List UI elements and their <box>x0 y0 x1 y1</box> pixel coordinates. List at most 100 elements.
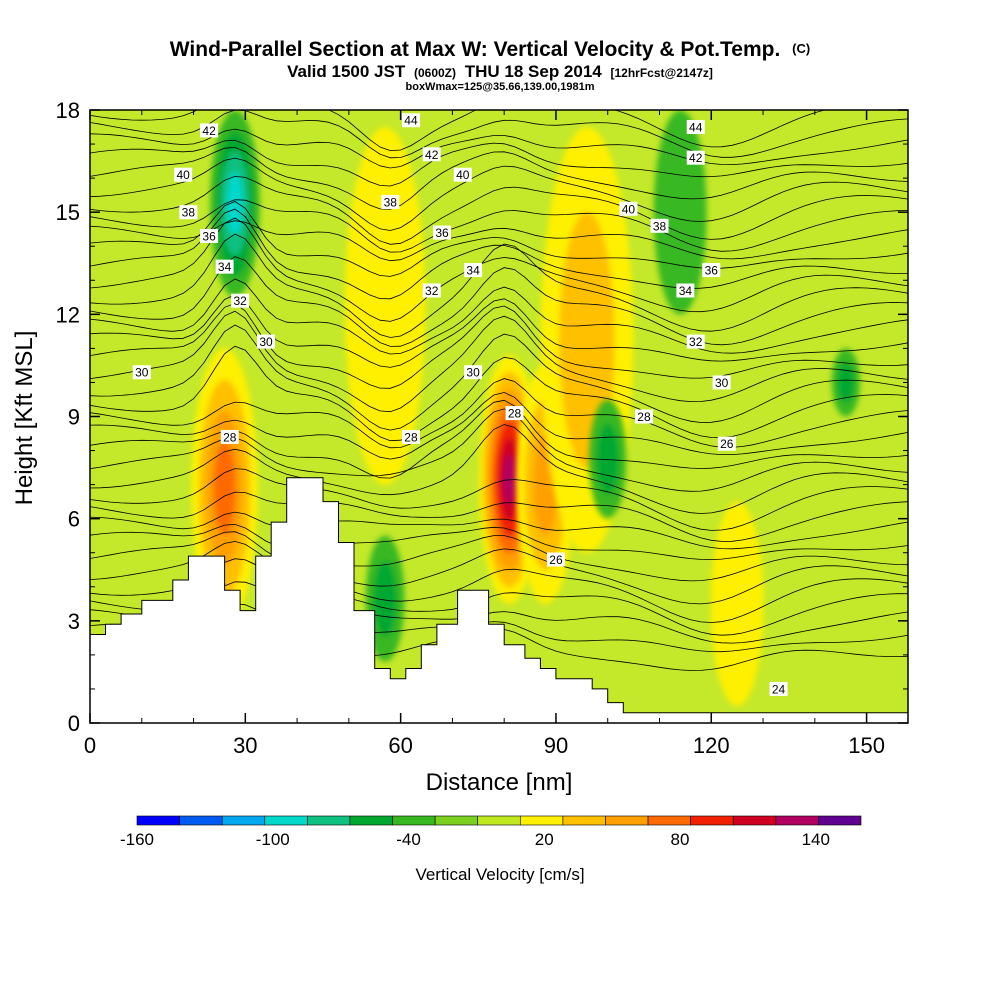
isentrope-line <box>90 424 908 514</box>
contour-label: 44 <box>401 113 420 128</box>
contour-label-box <box>712 375 731 390</box>
colorbar-tick-label: 20 <box>535 830 554 849</box>
contour-label-text: 32 <box>425 284 439 298</box>
contour-label-box <box>619 201 638 216</box>
isentrope-line <box>90 540 908 605</box>
contour-label-box <box>717 436 736 451</box>
contour-label-box <box>220 429 239 444</box>
contour-label-box <box>257 334 276 349</box>
isentrope-line <box>90 324 908 431</box>
colorbar-swatch <box>136 815 180 826</box>
isentrope-line <box>90 468 908 531</box>
isentrope-line <box>90 110 827 152</box>
isentrope-line <box>90 491 908 542</box>
contour-label-text: 30 <box>259 335 273 349</box>
contour-label: 42 <box>422 147 441 162</box>
isentrope-line <box>90 558 908 623</box>
contour-label: 40 <box>453 167 472 182</box>
isentrope-line <box>90 217 908 322</box>
contour-label: 26 <box>717 436 736 451</box>
contour-label-text: 36 <box>705 264 719 278</box>
contour-label-text: 42 <box>689 151 703 165</box>
isentrope-line <box>90 302 908 389</box>
contour-label: 34 <box>215 259 234 274</box>
contour-label-box <box>422 147 441 162</box>
contour-label-box <box>686 120 705 135</box>
colorbar-swatch <box>605 815 649 826</box>
contour-label-box <box>505 406 524 421</box>
contour-label-text: 26 <box>720 437 734 451</box>
isentrope-line <box>90 220 908 262</box>
contour-label-text: 42 <box>202 124 216 138</box>
contour-label: 30 <box>132 365 151 380</box>
contour-label-text: 38 <box>653 219 667 233</box>
contour-label: 24 <box>769 681 788 696</box>
contour-label-box <box>422 283 441 298</box>
contour-label-box <box>401 429 420 444</box>
contour-label: 38 <box>381 194 400 209</box>
potential-temperature-contours <box>90 110 908 671</box>
colorbar-label: Vertical Velocity [cm/s] <box>415 865 584 884</box>
contour-label: 42 <box>686 150 705 165</box>
terrain <box>90 477 908 723</box>
contour-label: 38 <box>179 205 198 220</box>
colorbar-swatch <box>477 815 521 826</box>
isentrope-line <box>90 128 908 169</box>
colorbar-swatch <box>690 815 734 826</box>
contour-label-box <box>702 263 721 278</box>
contour-label-text: 26 <box>549 553 563 567</box>
chart-subtitle-2: boxWmax=125@35.66,139.00,1981m <box>406 81 595 93</box>
isentrope-line <box>90 139 908 187</box>
colorbar-tick-label: -160 <box>120 830 154 849</box>
contour-label-text: 34 <box>218 260 232 274</box>
contour-label-text: 30 <box>466 366 480 380</box>
y-tick-label: 0 <box>68 711 80 736</box>
isentrope-line <box>90 310 908 413</box>
contour-label-text: 34 <box>679 284 693 298</box>
contour-label-box <box>634 409 653 424</box>
contour-label-text: 30 <box>135 366 149 380</box>
contour-label-text: 44 <box>404 114 418 128</box>
contour-labels: 42 44 42 40 44 42 40 38 36 38 36 40 38 34 32 30 30 34 32 36… <box>132 113 788 696</box>
colorbar-swatch <box>775 815 819 826</box>
colorbar-swatch <box>732 815 777 826</box>
colorbar-swatch <box>519 815 564 826</box>
colorbar-swatch <box>392 815 436 826</box>
colorbar-tick-label: 80 <box>671 830 690 849</box>
contour-label-text: 28 <box>404 430 418 444</box>
contour-label: 40 <box>174 167 193 182</box>
x-tick-label: 30 <box>233 733 257 758</box>
contour-label-box <box>215 259 234 274</box>
contour-label-box <box>401 113 420 128</box>
contour-label: 36 <box>702 263 721 278</box>
contour-label: 28 <box>505 406 524 421</box>
downdraft-4 <box>831 348 861 417</box>
chart-subtitle: Valid 1500 JST (0600Z) THU 18 Sep 2014 [… <box>287 62 713 81</box>
contour-label-box <box>179 205 198 220</box>
updraft-level <box>213 441 236 535</box>
contour-label: 28 <box>634 409 653 424</box>
isentrope-line <box>90 378 908 449</box>
contour-label-box <box>381 194 400 209</box>
contour-label: 28 <box>401 429 420 444</box>
colorbar-swatch <box>221 815 266 826</box>
contour-label-box <box>200 229 219 244</box>
contour-label-text: 40 <box>622 202 636 216</box>
contour-label-box <box>231 293 250 308</box>
contour-label: 30 <box>464 365 483 380</box>
colorbar: -160 -100 -40 20 80 140 <box>120 815 862 849</box>
contour-label-text: 28 <box>223 430 237 444</box>
contour-label-box <box>676 283 695 298</box>
contour-label: 42 <box>200 123 219 138</box>
colorbar-swatch <box>179 815 223 826</box>
contour-label-box <box>464 365 483 380</box>
y-tick-label: 6 <box>68 507 80 532</box>
contour-label-text: 32 <box>233 294 247 308</box>
contour-label-text: 40 <box>177 168 191 182</box>
contour-label: 30 <box>257 334 276 349</box>
x-axis-label: Distance [nm] <box>426 769 573 796</box>
y-axis-label: Height [Kft MSL] <box>11 331 38 506</box>
isentrope-line <box>90 201 908 277</box>
x-tick-label: 150 <box>848 733 885 758</box>
